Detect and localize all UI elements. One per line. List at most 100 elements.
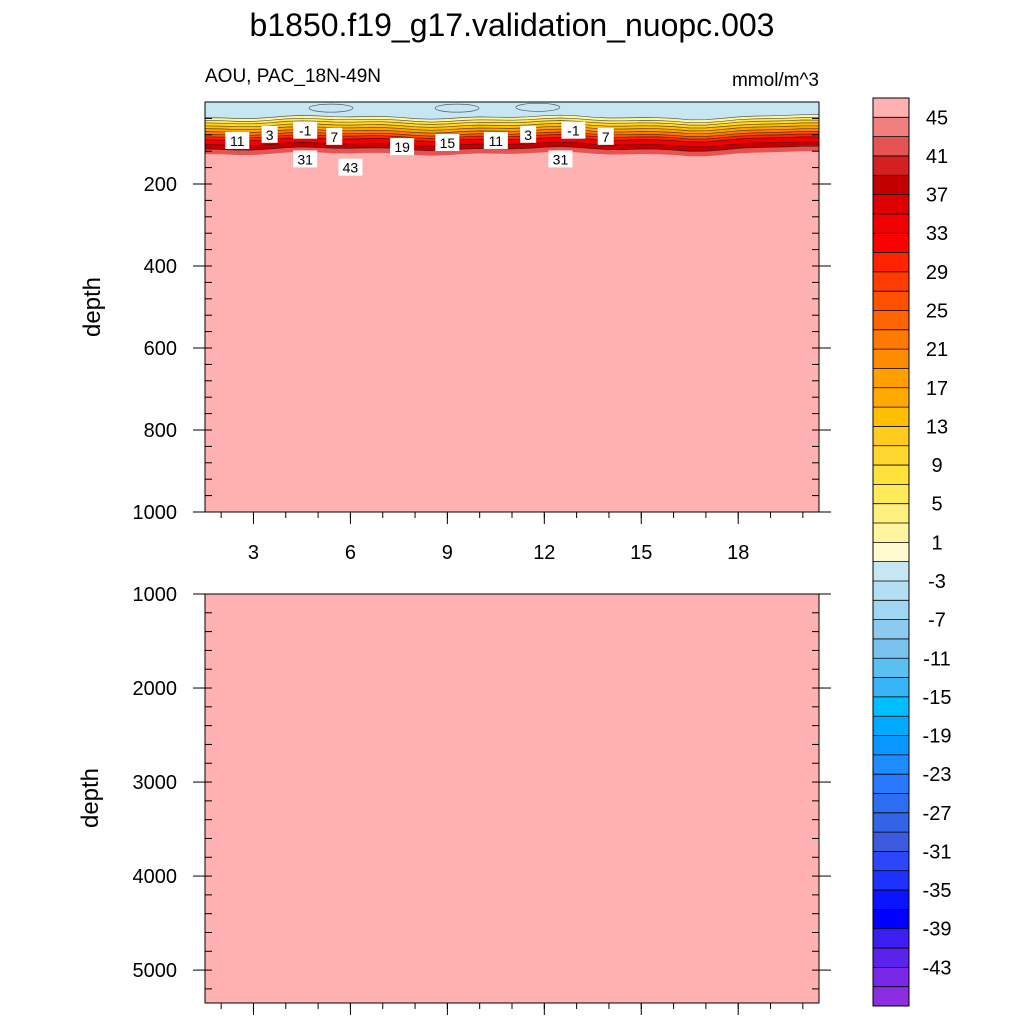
- contour-label-box: [293, 121, 318, 139]
- colorbar-swatch: [873, 948, 909, 968]
- colorbar-swatch: [873, 136, 909, 157]
- upper-x-axis-tick-label: 15: [630, 542, 652, 564]
- colorbar-swatch: [873, 387, 909, 408]
- colorbar-tick-label: 1: [931, 532, 942, 554]
- contour-band: [205, 102, 819, 120]
- contour-line: [204, 114, 819, 121]
- upper-panel: AOU, PAC_18N-49N mmol/m^3 11 3 -1 31 7 43 19 15…: [79, 66, 831, 564]
- lower-panel: 1000 2000 3000 4000 5000 depth: [77, 584, 831, 1015]
- colorbar-swatch: [873, 580, 909, 601]
- colorbar-swatch: [873, 175, 909, 195]
- contour-label: 11: [230, 133, 245, 149]
- contour-label-box: [483, 131, 508, 149]
- colorbar-swatch: [873, 349, 909, 369]
- colorbar-tick-label: 25: [926, 301, 948, 323]
- lower-x-axis: [220, 1003, 804, 1015]
- contour-label-box: [293, 150, 318, 168]
- colorbar-swatch: [873, 870, 909, 891]
- colorbar-swatch: [873, 793, 909, 814]
- colorbar-swatch: [873, 484, 909, 505]
- colorbar-swatch: [873, 735, 909, 756]
- lower-y-axis-label: depth: [77, 768, 104, 828]
- contour-line: [204, 141, 819, 148]
- contour-label: 43: [343, 160, 359, 176]
- contour-label-box: [520, 125, 537, 143]
- contour-line: [204, 145, 819, 152]
- colorbar-swatch: [873, 213, 909, 234]
- contour-band: [205, 146, 819, 157]
- upper-contour-labels: 11 3 -1 31 7 43 19 15 11 3 31 -1 7: [225, 121, 614, 176]
- contour-label: 31: [553, 151, 569, 167]
- contour-label-box: [435, 134, 460, 151]
- contour-label: 7: [602, 129, 610, 145]
- colorbar-swatch: [873, 503, 909, 524]
- contour-label-box: [390, 138, 415, 156]
- contour-loop: [515, 102, 561, 112]
- contour-label: 3: [524, 127, 532, 143]
- lower-y-axis-tick-label: 1000: [133, 584, 178, 606]
- contour-label: 11: [489, 133, 504, 149]
- lower-y-axis: 1000 2000 3000 4000 5000: [133, 584, 831, 990]
- upper-y-axis-tick-label: 200: [144, 174, 177, 196]
- colorbar-swatch: [873, 890, 909, 910]
- colorbar-frame: [872, 97, 910, 1007]
- colorbar-swatch: [873, 696, 909, 717]
- upper-x-axis-tick-label: 3: [248, 542, 259, 564]
- colorbar-swatch: [873, 523, 909, 543]
- contour-label: 7: [330, 129, 338, 145]
- colorbar-swatch: [873, 909, 909, 930]
- colorbar-swatch: [873, 117, 909, 137]
- contour-label: 19: [394, 139, 410, 155]
- colorbar-swatch: [873, 542, 909, 562]
- lower-y-axis-tick-label: 2000: [133, 678, 178, 700]
- colorbar-swatch: [873, 600, 909, 620]
- contour-label-box: [225, 131, 250, 149]
- colorbar-tick-label: 17: [926, 378, 948, 400]
- contour-loop: [308, 103, 354, 113]
- contour-band: [205, 136, 819, 147]
- contour-label-box: [338, 158, 363, 176]
- colorbar-swatch: [873, 851, 909, 872]
- colorbar-tick-label: 41: [926, 146, 948, 168]
- contour-label: 15: [440, 135, 456, 151]
- colorbar-swatch: [873, 271, 909, 292]
- upper-y-axis-tick-label: 1000: [133, 502, 178, 524]
- chart-title: b1850.f19_g17.validation_nuopc.003: [250, 7, 775, 43]
- colorbar-tick-label: -39: [923, 919, 952, 941]
- upper-y-axis-label: depth: [79, 277, 106, 337]
- colorbar-swatch: [873, 754, 909, 775]
- colorbar-tick-label: -31: [923, 841, 952, 863]
- colorbar-swatch: [873, 368, 909, 389]
- colorbar-swatch: [873, 194, 909, 215]
- upper-x-axis-tick-label: 6: [345, 542, 356, 564]
- colorbar-swatch: [873, 928, 909, 949]
- contour-label: 31: [297, 151, 313, 167]
- lower-y-axis-tick-label: 5000: [133, 960, 178, 982]
- colorbar-tick-label: -7: [928, 610, 946, 632]
- contour-line: [204, 117, 819, 124]
- colorbar-tick-label: 29: [926, 262, 948, 284]
- colorbar-tick-label: -27: [923, 803, 952, 825]
- lower-plot-background: [205, 594, 819, 1003]
- colorbar-swatch: [873, 329, 909, 350]
- colorbar-tick-label: 45: [926, 107, 948, 129]
- contour-label: -1: [567, 123, 580, 139]
- upper-y-axis-tick-label: 600: [144, 338, 177, 360]
- contour-label-box: [561, 121, 586, 139]
- colorbar-swatch: [873, 832, 909, 852]
- colorbar-swatch: [873, 233, 909, 253]
- colorbar-swatch: [873, 638, 909, 659]
- contour-label: 3: [266, 127, 274, 143]
- colorbar-swatch: [873, 967, 909, 987]
- colorbar-tick-label: 13: [926, 416, 948, 438]
- colorbar-swatch: [873, 465, 909, 485]
- contour-label-box: [597, 127, 614, 145]
- colorbar-tick-label: -43: [923, 957, 952, 979]
- contour-label-box: [261, 125, 278, 143]
- colorbar-tick-label: -11: [923, 648, 950, 670]
- colorbar-swatch: [873, 291, 909, 311]
- colorbar-swatch: [873, 774, 909, 794]
- lower-y-axis-tick-label: 3000: [133, 772, 178, 794]
- colorbar-swatch: [873, 812, 909, 833]
